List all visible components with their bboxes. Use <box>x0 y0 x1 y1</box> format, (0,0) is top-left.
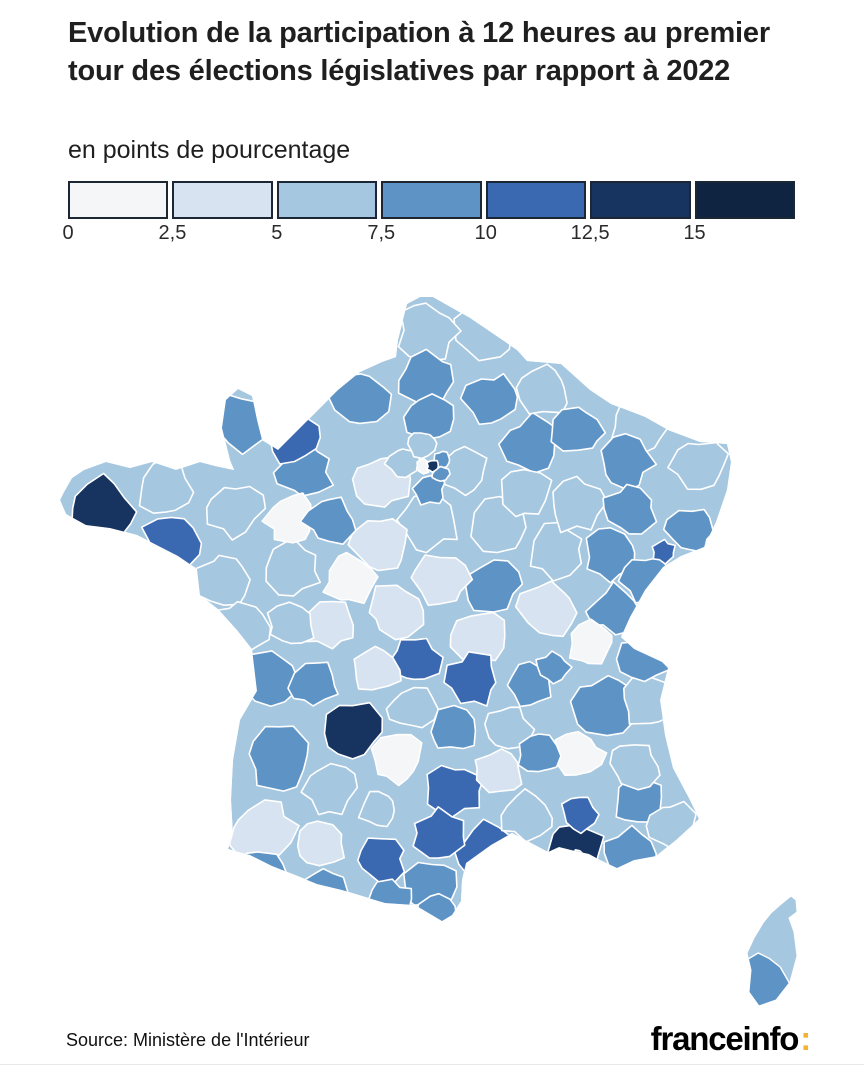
department-ille-et-vilaine <box>205 485 267 541</box>
department-gironde <box>248 725 310 792</box>
legend-tick-label: 2,5 <box>158 222 187 244</box>
department-meurthe-et-moselle <box>600 432 658 491</box>
map-svg <box>60 297 798 1007</box>
legend-tick-label: 10 <box>474 222 497 244</box>
department-dordogne <box>323 701 384 760</box>
department-gard <box>500 787 554 843</box>
department-charente <box>287 661 339 707</box>
legend-bin-5 <box>276 181 378 219</box>
bottom-divider <box>0 1064 864 1065</box>
france-choropleth-map <box>0 280 864 1070</box>
color-scale-labels: 0 2,5 5 7,5 10 12,5 15 <box>62 222 828 248</box>
department-tarn-et-garonne <box>357 790 396 828</box>
department-isère <box>569 674 637 737</box>
department-haute-saône <box>585 526 636 584</box>
legend-bin-7-5 <box>381 181 482 219</box>
department-lozère <box>474 748 523 794</box>
department-cantal <box>430 704 477 750</box>
department-meuse <box>550 406 607 452</box>
legend-bin-15 <box>694 181 795 219</box>
department-rhône <box>535 650 573 685</box>
department-haute-marne <box>552 475 609 534</box>
department-savoie <box>622 676 678 725</box>
department-aveyron <box>426 764 485 819</box>
department-vaucluse <box>560 796 600 835</box>
department-mayenne <box>261 492 313 544</box>
department-aube <box>500 468 553 518</box>
department-gers <box>296 820 346 867</box>
department-saône-et-loire <box>514 580 578 638</box>
franceinfo-logo-text: franceinfo <box>650 1020 800 1057</box>
source-caption: Source: Ministère de l'Intérieur <box>66 1030 310 1050</box>
department-loir-et-cher <box>347 517 408 572</box>
legend-tick-label: 15 <box>683 222 706 244</box>
department-vosges <box>602 483 658 535</box>
department-marne <box>497 411 557 474</box>
department-bouches-du-rhône <box>546 823 605 874</box>
department-ardèche <box>517 733 562 773</box>
department-oise <box>402 393 455 440</box>
department-lot <box>370 733 423 787</box>
page-subtitle: en points de pourcentage <box>68 136 351 164</box>
legend-bin-10 <box>485 181 587 219</box>
department-haute-vienne <box>353 645 402 691</box>
department-paris <box>425 459 440 474</box>
department-indre <box>368 584 425 641</box>
department-allier <box>449 611 506 664</box>
franceinfo-logo: franceinfo: <box>650 1020 812 1058</box>
department-indre-et-loire <box>322 551 379 605</box>
department-territoire-de-belfort <box>651 538 677 565</box>
department-pas-de-calais <box>397 302 462 362</box>
department-corrèze <box>385 686 440 729</box>
water-étang-de-berre <box>567 849 585 866</box>
legend-tick-label: 7,5 <box>367 222 396 244</box>
department-puy-de-dôme <box>443 650 497 707</box>
department-deux-sèvres <box>266 601 315 645</box>
department-hautes-alpes <box>609 744 661 791</box>
franceinfo-logo-colon: : <box>800 1020 811 1057</box>
department-maine-et-loire <box>265 537 322 597</box>
department-orne <box>272 439 335 498</box>
legend-tick-label: 12,5 <box>570 222 610 244</box>
department-ain <box>568 618 613 665</box>
department-cher <box>410 554 474 607</box>
department-sarthe <box>299 496 357 546</box>
department-val-d-oise <box>406 432 438 460</box>
legend-bin-0 <box>68 181 169 219</box>
department-tarn <box>412 806 466 859</box>
legend-tick-label: 0 <box>62 222 74 244</box>
legend-tick-label: 5 <box>271 222 283 244</box>
page-title: Evolution de la participation à 12 heure… <box>68 17 770 87</box>
department-lot-et-garonne <box>300 762 359 816</box>
department-aisne <box>459 372 519 426</box>
legend-bin-2-5 <box>172 181 273 219</box>
color-scale-legend <box>68 181 795 219</box>
legend-bin-12-5 <box>590 181 691 219</box>
